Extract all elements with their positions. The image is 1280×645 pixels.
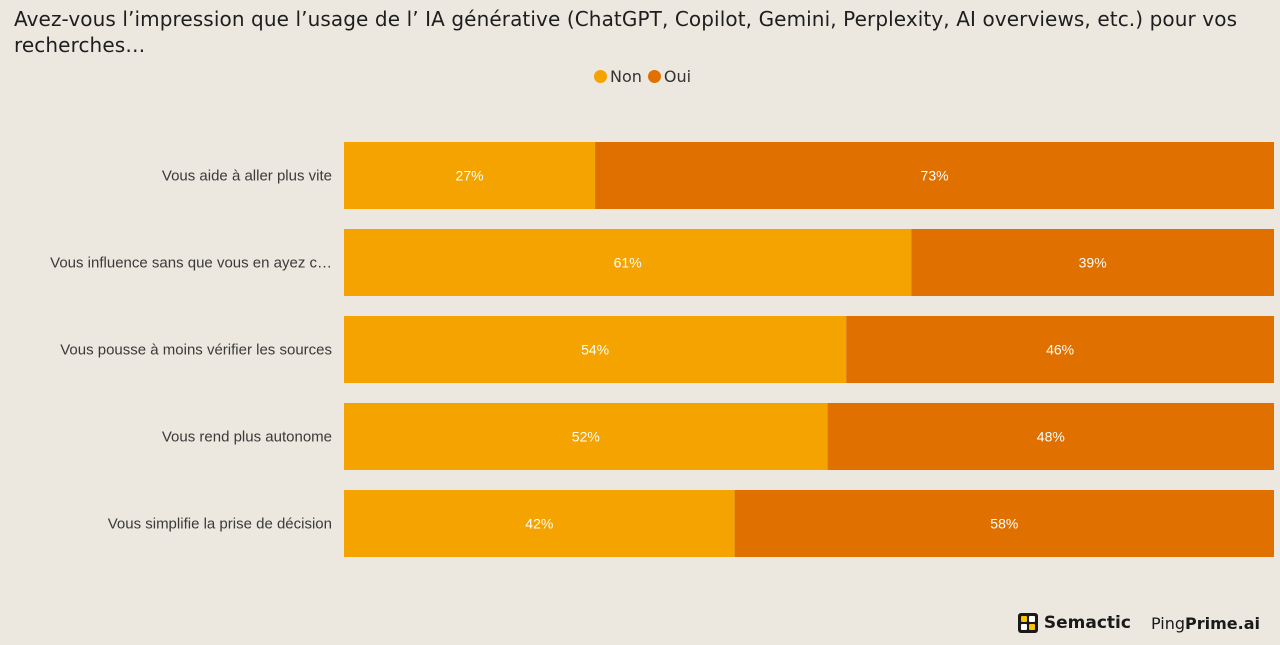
category-label: Vous aide à aller plus vite bbox=[162, 168, 332, 185]
data-label-oui: 58% bbox=[990, 516, 1018, 532]
category-label: Vous rend plus autonome bbox=[162, 429, 332, 446]
legend-dot-non bbox=[594, 70, 607, 83]
data-label-non: 42% bbox=[525, 516, 553, 532]
legend: Non Oui bbox=[594, 67, 697, 86]
semactic-logo-icon bbox=[1017, 613, 1038, 633]
data-label-non: 27% bbox=[456, 168, 484, 184]
category-label: Vous pousse à moins vérifier les sources bbox=[60, 342, 332, 359]
pingprime-logo-text-left: Ping bbox=[1150, 613, 1186, 633]
legend-item-non: Non bbox=[594, 67, 642, 86]
pingprime-logo: PingPrime.ai bbox=[1151, 614, 1260, 633]
legend-label-non: Non bbox=[610, 67, 642, 86]
bar-segment-oui bbox=[827, 403, 1274, 470]
data-label-non: 52% bbox=[572, 429, 600, 445]
category-label: Vous simplifie la prise de décision bbox=[108, 516, 332, 533]
category-label: Vous influence sans que vous en ayez c… bbox=[50, 255, 332, 272]
data-label-oui: 73% bbox=[921, 168, 949, 184]
bar-segment-oui bbox=[846, 316, 1274, 383]
bar-segment-non bbox=[344, 142, 596, 209]
legend-item-oui: Oui bbox=[647, 67, 692, 86]
chart-title: Avez-vous l’impression que l’usage de l’… bbox=[14, 7, 1238, 57]
data-label-oui: 46% bbox=[1046, 342, 1074, 358]
stacked-bar-chart: Vous aide à aller plus vite 27% 73% Vous in… bbox=[50, 142, 1274, 557]
data-label-non: 54% bbox=[581, 342, 609, 358]
bar-segment-non bbox=[344, 316, 847, 383]
pingprime-logo-text-right: Prime.ai bbox=[1185, 613, 1260, 633]
bar-segment-oui bbox=[734, 490, 1274, 557]
data-label-oui: 39% bbox=[1079, 255, 1107, 271]
semactic-logo-text: Semactic bbox=[1043, 613, 1131, 633]
data-label-oui: 48% bbox=[1037, 429, 1065, 445]
legend-dot-oui bbox=[647, 70, 661, 83]
semactic-logo: Semactic bbox=[1017, 613, 1131, 633]
bar-segment-non bbox=[344, 229, 912, 296]
data-label-non: 61% bbox=[614, 255, 642, 271]
bar-segment-non bbox=[344, 490, 735, 557]
legend-label-oui: Oui bbox=[663, 67, 692, 86]
bar-segment-oui bbox=[911, 229, 1274, 296]
bar-segment-non bbox=[344, 403, 828, 470]
brand-logos: Semactic PingPrime.ai bbox=[1017, 613, 1260, 633]
bar-segment-oui bbox=[595, 142, 1274, 209]
